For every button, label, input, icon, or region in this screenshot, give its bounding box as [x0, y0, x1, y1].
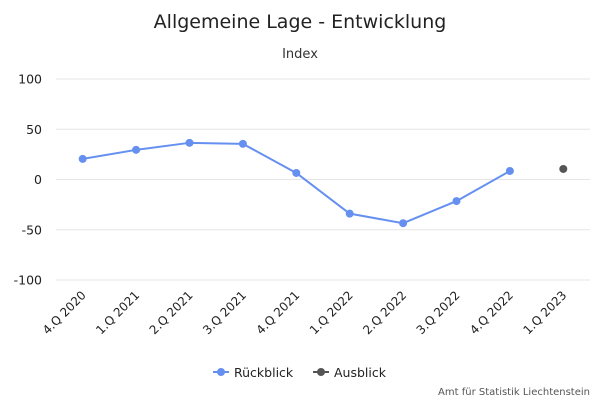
x-tick-label: 4.Q 2021 — [253, 288, 302, 337]
legend-label-ausblick: Ausblick — [334, 365, 387, 380]
y-tick-label: 50 — [26, 122, 42, 137]
y-axis-ticks: 100 50 0 -50 -100 — [14, 72, 42, 288]
y-tick-label: -100 — [14, 273, 42, 288]
chart-title: Allgemeine Lage - Entwicklung — [154, 11, 447, 33]
x-tick-label: 4.Q 2020 — [40, 288, 89, 337]
data-point[interactable] — [505, 166, 514, 175]
data-point[interactable] — [292, 168, 301, 177]
chart-credit[interactable]: Amt für Statistik Liechtenstein — [438, 387, 590, 398]
legend-item-rueckblick[interactable]: Rückblick — [213, 365, 294, 380]
x-tick-label: 2.Q 2022 — [360, 288, 409, 337]
y-tick-label: 100 — [18, 72, 42, 87]
legend-label-rueckblick: Rückblick — [234, 365, 294, 380]
legend-marker-ausblick — [317, 368, 325, 376]
x-tick-label: 2.Q 2021 — [147, 288, 196, 337]
data-point[interactable] — [132, 145, 141, 154]
x-tick-label: 3.Q 2021 — [200, 288, 249, 337]
x-tick-label: 1.Q 2021 — [93, 288, 142, 337]
grid-lines — [56, 78, 590, 281]
legend-marker-rueckblick — [217, 368, 225, 376]
x-tick-label: 1.Q 2023 — [520, 288, 569, 337]
x-tick-label: 4.Q 2022 — [467, 288, 516, 337]
data-point[interactable] — [78, 154, 87, 163]
data-point[interactable] — [238, 139, 247, 148]
legend: Rückblick Ausblick — [213, 365, 387, 380]
legend-item-ausblick[interactable]: Ausblick — [313, 365, 387, 380]
series-line-0 — [81, 141, 511, 225]
chart-subtitle: Index — [282, 47, 318, 62]
x-tick-label: 3.Q 2022 — [414, 288, 463, 337]
x-axis-ticks: 4.Q 2020 1.Q 2021 2.Q 2021 3.Q 2021 4.Q 2021… — [40, 288, 570, 337]
y-tick-label: 0 — [34, 172, 42, 187]
data-point[interactable] — [452, 197, 461, 206]
x-tick-label: 1.Q 2022 — [307, 288, 356, 337]
y-tick-label: -50 — [22, 222, 42, 237]
series-layer — [78, 138, 568, 228]
data-point[interactable] — [345, 209, 354, 218]
data-point[interactable] — [399, 219, 408, 228]
data-point[interactable] — [185, 138, 194, 147]
data-point[interactable] — [559, 164, 568, 173]
